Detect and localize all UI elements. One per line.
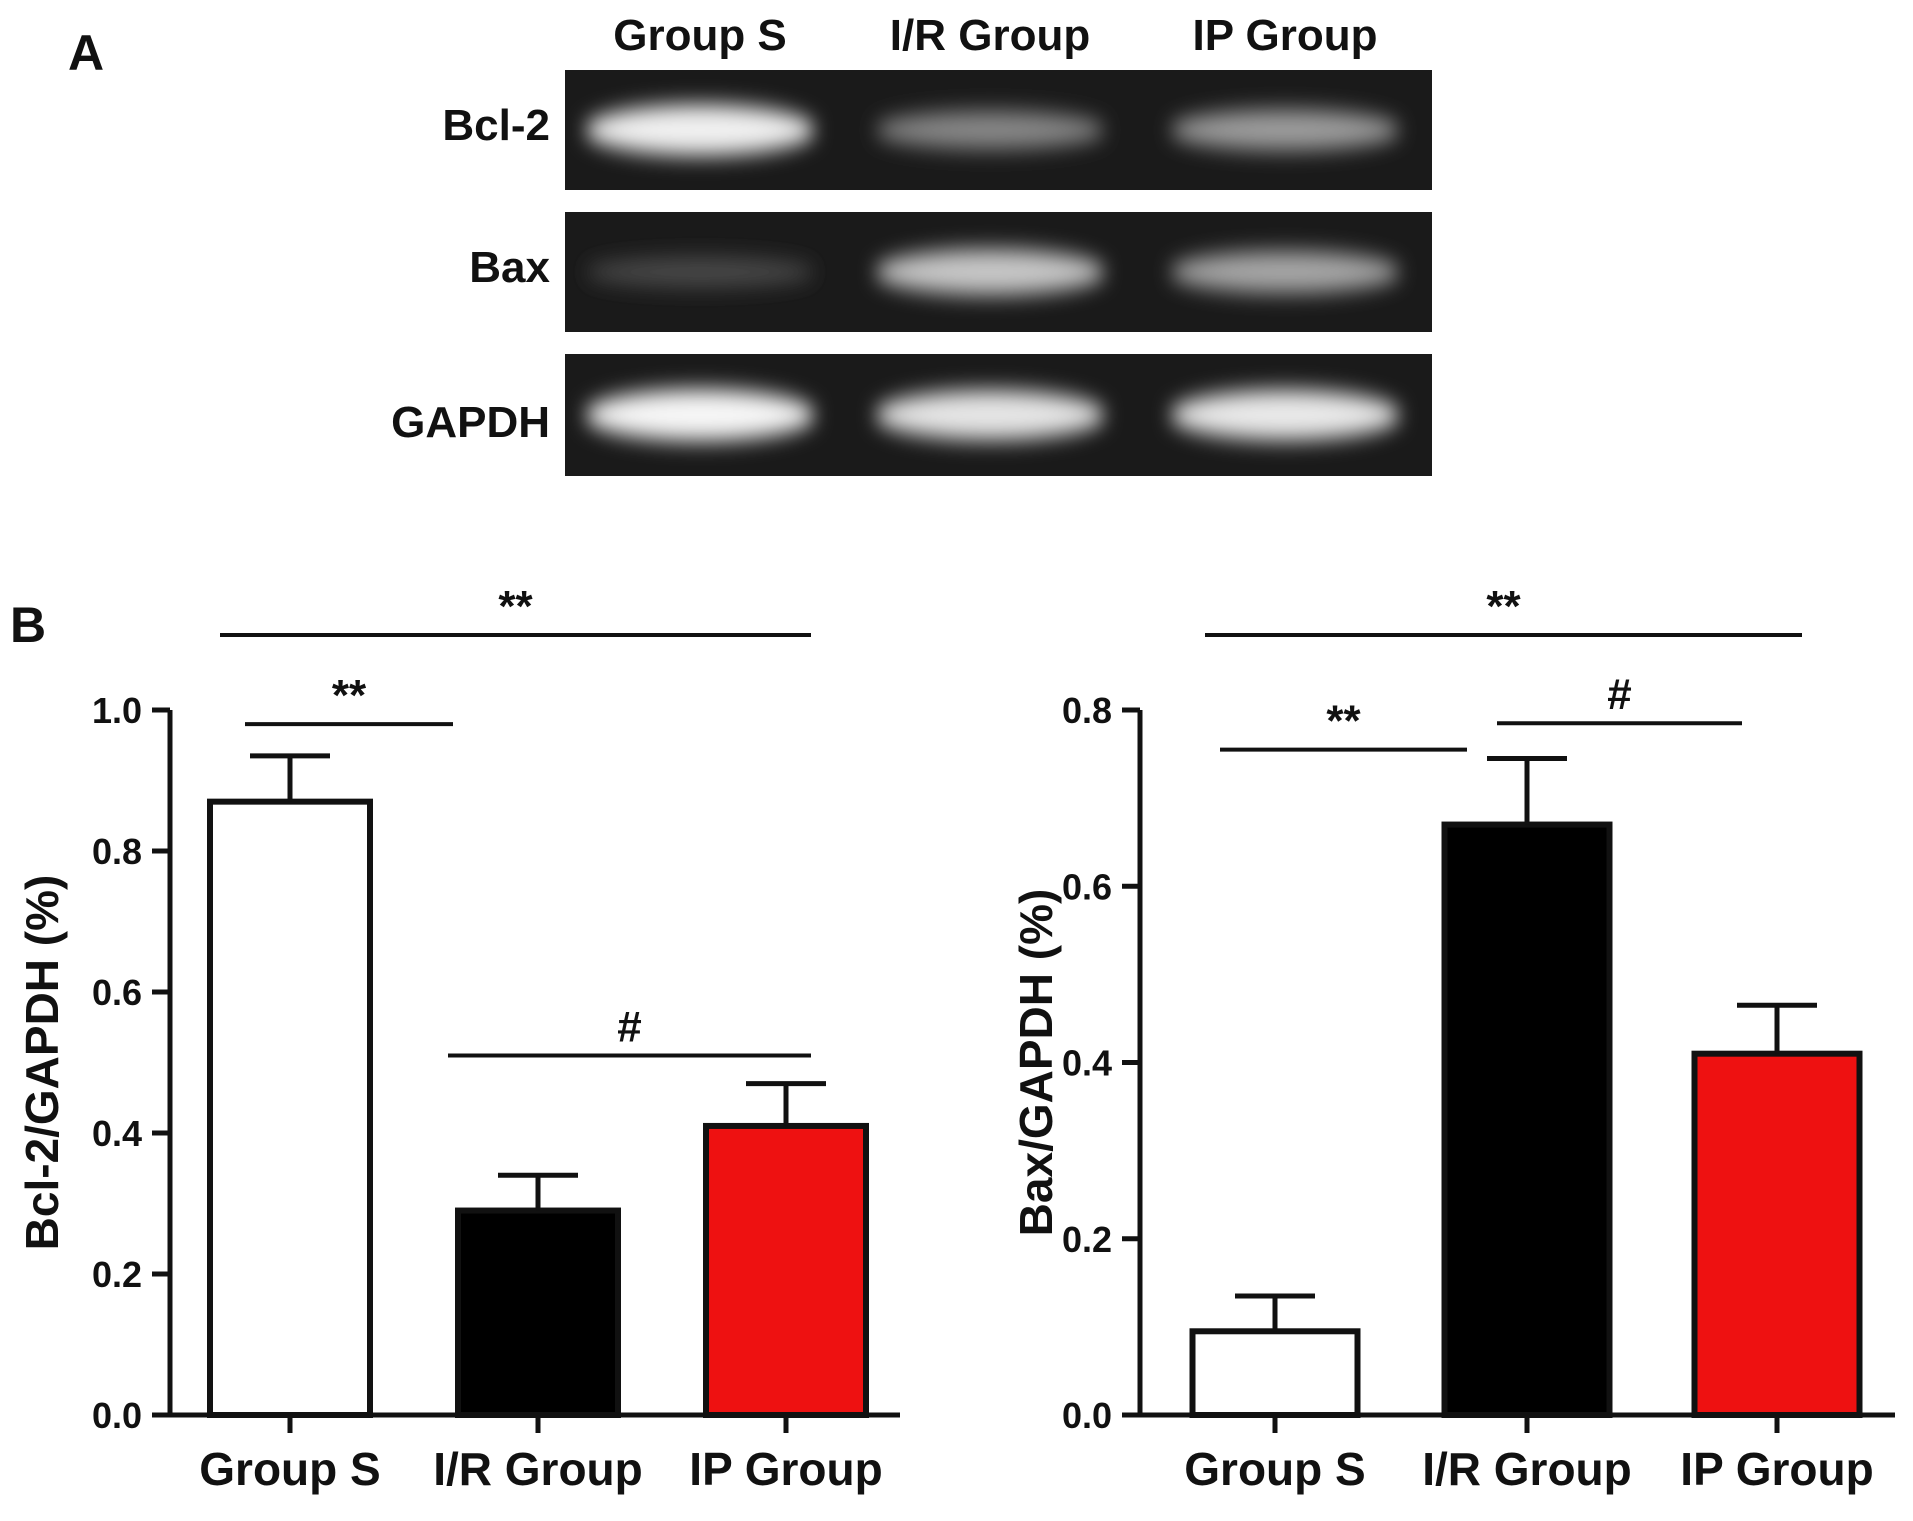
panel-b-label: B [10,597,46,653]
bar [1189,1328,1361,1418]
panel-a-label: A [68,25,104,81]
lane-labels: Group S I/R Group IP Group [613,11,1377,60]
y-tick-label: 0.0 [1062,1395,1112,1436]
bar [1441,821,1613,1418]
gel-band [875,111,1105,149]
gel-band [585,257,815,287]
y-axis-label: Bax/GAPDH (%) [1010,889,1062,1237]
gel-row-label-bax: Bax [469,243,550,292]
significance-label: ** [1486,582,1521,631]
y-tick-label: 0.8 [1062,690,1112,731]
gel-band [875,249,1105,295]
x-tick-label: IP Group [1680,1443,1873,1495]
y-axis-label: Bcl-2/GAPDH (%) [16,875,68,1251]
x-tick-label: IP Group [689,1443,882,1495]
gel-row-label-gapdh: GAPDH [391,398,550,447]
significance-label: ** [332,671,367,720]
gel-row-label-bcl2: Bcl-2 [442,101,550,150]
gel-band [1170,251,1400,293]
y-tick-label: 0.6 [92,972,142,1013]
bar [207,798,373,1418]
gel-row-bax: Bax [469,212,1432,332]
gel-bands-bax [585,249,1400,295]
y-tick-label: 0.4 [92,1113,142,1154]
significance-label: # [1607,670,1631,719]
gel-band [1170,390,1400,440]
bar [703,1122,869,1418]
gel-bands-bcl2 [585,104,1400,156]
x-tick-label: I/R Group [433,1443,643,1495]
gel-band [1170,109,1400,151]
bar [455,1207,621,1419]
y-tick-label: 1.0 [92,690,142,731]
gel-band [875,390,1105,440]
x-tick-label: Group S [199,1443,380,1495]
lane-label-group-s: Group S [613,11,787,60]
y-tick-label: 0.0 [92,1395,142,1436]
significance-label: ** [1326,697,1361,746]
gel-band [585,389,815,441]
significance-label: # [617,1002,641,1051]
lane-label-ip-group: IP Group [1193,11,1378,60]
y-tick-label: 0.6 [1062,866,1112,907]
lane-label-ir-group: I/R Group [890,11,1090,60]
y-tick-label: 0.2 [1062,1219,1112,1260]
y-tick-label: 0.4 [1062,1043,1112,1084]
gel-row-bcl2: Bcl-2 [442,70,1432,190]
bar [1691,1050,1863,1418]
y-tick-label: 0.8 [92,831,142,872]
significance-label: ** [498,582,533,631]
x-tick-label: Group S [1184,1443,1365,1495]
x-tick-label: I/R Group [1422,1443,1632,1495]
gel-row-gapdh: GAPDH [391,354,1432,476]
gel-bands-gapdh [585,389,1400,441]
y-tick-label: 0.2 [92,1254,142,1295]
chart-bax-gapdh: 0.0 0.2 0.4 0.6 0.8 Bax/GAPDH (%) Group S I/R G… [1010,582,1895,1495]
gel-band [585,104,815,156]
chart-bcl2-gapdh: 0.0 0.2 0.4 0.6 0.8 1.0 Bcl-2/GAPDH (%) Group S… [16,582,900,1495]
